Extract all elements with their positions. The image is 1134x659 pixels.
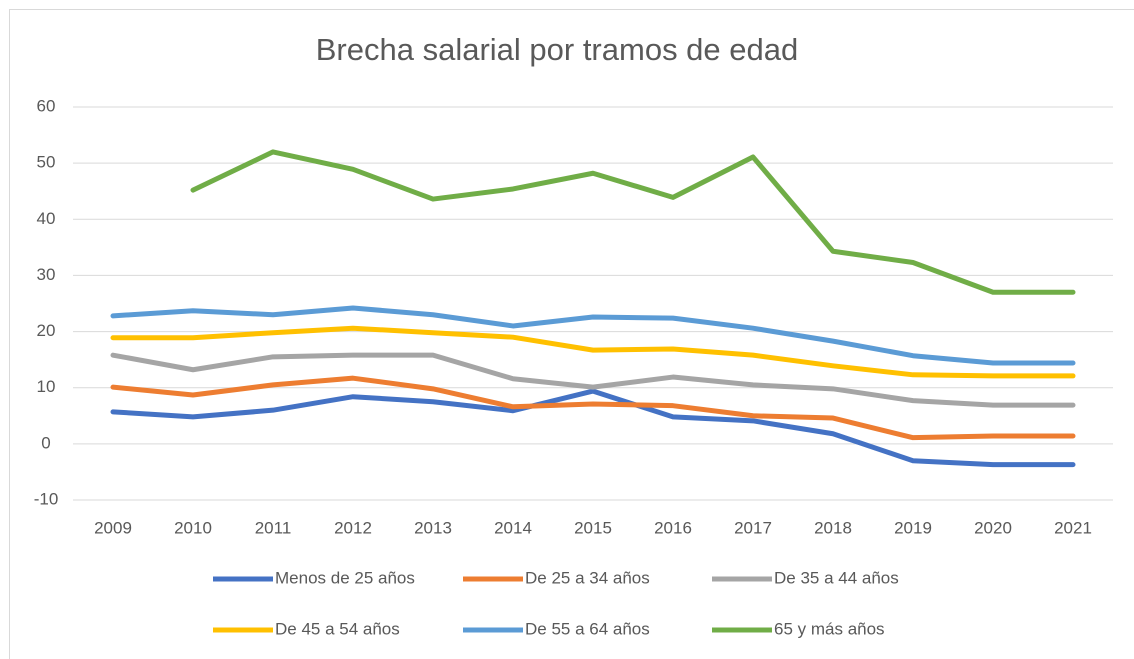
- y-tick-label: 20: [37, 321, 56, 340]
- series-line: [110, 388, 1076, 468]
- y-tick-label: 50: [37, 153, 56, 172]
- y-tick-label: 30: [37, 265, 56, 284]
- y-tick-label: 0: [41, 433, 50, 452]
- legend-label: 65 y más años: [774, 619, 885, 638]
- x-tick-label: 2011: [255, 518, 292, 537]
- series-line: [110, 305, 1076, 366]
- series-line: [110, 375, 1076, 441]
- x-tick-label: 2013: [414, 518, 452, 537]
- series-line: [110, 325, 1076, 379]
- x-tick-label: 2020: [974, 518, 1012, 537]
- y-tick-label: 60: [37, 96, 56, 115]
- x-tick-label: 2015: [574, 518, 612, 537]
- x-tick-label: 2019: [894, 518, 932, 537]
- chart-border: [9, 9, 1134, 659]
- chart-title: Brecha salarial por tramos de edad: [316, 32, 798, 67]
- y-tick-label: 40: [37, 209, 56, 228]
- x-tick-label: 2018: [814, 518, 852, 537]
- legend-label: De 35 a 44 años: [774, 568, 899, 587]
- x-tick-label: 2021: [1054, 518, 1092, 537]
- series-line: [110, 352, 1076, 408]
- legend-label: Menos de 25 años: [275, 568, 415, 587]
- legend-label: De 55 a 64 años: [525, 619, 650, 638]
- y-tick-label: 10: [37, 377, 56, 396]
- series-line: [190, 149, 1076, 295]
- x-tick-label: 2009: [94, 518, 132, 537]
- x-tick-label: 2014: [494, 518, 532, 537]
- legend-label: De 25 a 34 años: [525, 568, 650, 587]
- x-tick-label: 2012: [334, 518, 372, 537]
- x-tick-label: 2010: [174, 518, 212, 537]
- x-tick-label: 2017: [734, 518, 772, 537]
- y-tick-label: -10: [34, 489, 59, 508]
- x-tick-label: 2016: [654, 518, 692, 537]
- legend-label: De 45 a 54 años: [275, 619, 400, 638]
